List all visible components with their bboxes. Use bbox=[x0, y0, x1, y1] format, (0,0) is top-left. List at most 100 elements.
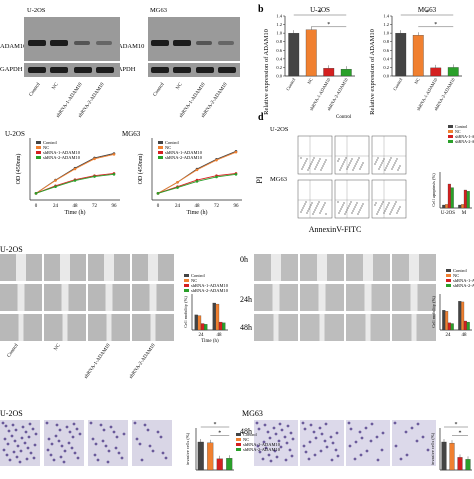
event-dot bbox=[398, 167, 400, 169]
stained-cell bbox=[107, 449, 111, 453]
wound-gap bbox=[16, 254, 26, 281]
event-dot bbox=[311, 202, 313, 204]
event-dot bbox=[385, 167, 387, 169]
stained-cell bbox=[55, 423, 59, 427]
event-dot bbox=[390, 157, 392, 159]
y-axis-label: Cell mobility (%) bbox=[183, 296, 188, 328]
chart-title: U-2OS bbox=[5, 130, 25, 138]
x-tick-label: 24 bbox=[53, 204, 59, 209]
event-dot bbox=[358, 157, 360, 159]
event-dot bbox=[362, 162, 364, 164]
data-point bbox=[234, 173, 238, 176]
stained-cell bbox=[1, 421, 5, 425]
event-dot bbox=[359, 168, 361, 170]
stained-cell bbox=[284, 458, 288, 462]
invasion-images bbox=[0, 420, 436, 466]
stained-cell bbox=[106, 460, 110, 464]
stained-cell bbox=[426, 448, 430, 452]
event-dot bbox=[353, 167, 355, 169]
series-line-shRNA-2-ADAM10 bbox=[157, 173, 237, 194]
data-point bbox=[195, 168, 199, 172]
invasion-image bbox=[300, 420, 344, 466]
x-tick-label: 48 bbox=[195, 204, 201, 209]
event-dot bbox=[348, 164, 350, 166]
stained-cell bbox=[325, 445, 329, 449]
stained-cell bbox=[415, 439, 419, 443]
wound-gap bbox=[318, 284, 326, 311]
bar-shRNA-2-ADAM10 bbox=[226, 458, 233, 471]
wound-gap bbox=[149, 284, 157, 311]
stained-cell bbox=[11, 423, 15, 427]
stained-cell bbox=[336, 454, 340, 458]
event-dot bbox=[343, 161, 345, 163]
x-tick-label: 48 bbox=[73, 204, 79, 209]
blot-row-label-adam10-mg63: ADAM10 bbox=[118, 43, 144, 50]
data-point bbox=[93, 175, 96, 178]
wound-images: ControlNCshRNA-1-ADAM10shRNA-2-ADAM10Con… bbox=[0, 254, 474, 341]
event-dot bbox=[340, 167, 342, 169]
event-dot bbox=[309, 165, 311, 167]
stained-cell bbox=[70, 446, 74, 450]
legend-swatch bbox=[158, 146, 163, 149]
x-axis-label: Time (h) bbox=[65, 209, 86, 216]
stained-cell bbox=[117, 451, 121, 455]
legend-entry: Control bbox=[165, 140, 180, 145]
event-dot bbox=[386, 206, 388, 208]
stained-cell bbox=[353, 457, 357, 461]
sig-star: * bbox=[434, 22, 437, 28]
y-tick-label: 1.4 bbox=[383, 14, 389, 19]
bar-shRNA-2-ADAM10 bbox=[450, 187, 454, 209]
stained-cell bbox=[266, 430, 270, 434]
wound-gap bbox=[273, 314, 279, 341]
lane-label: NC bbox=[176, 82, 184, 91]
legend-entry: shRNA-2-ADAM10 bbox=[165, 155, 203, 160]
data-point bbox=[176, 180, 179, 184]
event-dot bbox=[385, 208, 387, 210]
event-dot bbox=[324, 202, 326, 204]
stained-cell bbox=[93, 453, 97, 457]
stained-cell bbox=[304, 450, 308, 454]
event-dot bbox=[382, 201, 384, 203]
stained-cell bbox=[330, 458, 334, 462]
lane-label: NC bbox=[52, 82, 60, 91]
event-dot bbox=[374, 204, 376, 206]
y-tick-label: 1.0 bbox=[383, 31, 389, 36]
band bbox=[196, 41, 212, 45]
stained-cell bbox=[71, 435, 75, 439]
event-dot bbox=[316, 164, 318, 166]
stained-cell bbox=[78, 432, 82, 436]
stained-cell bbox=[275, 455, 279, 459]
blot-lane-labels: Control NC shRNA-1-ADAM10 shRNA-2-ADAM10… bbox=[29, 82, 229, 119]
stained-cell bbox=[72, 422, 76, 426]
legend-swatch bbox=[236, 438, 241, 441]
f-label-mg63: MG63 bbox=[242, 409, 263, 418]
event-dot bbox=[311, 161, 313, 163]
event-dot bbox=[337, 201, 339, 203]
event-dot bbox=[338, 158, 340, 160]
stained-cell bbox=[63, 449, 67, 453]
bar-shRNA-2-ADAM10 bbox=[466, 321, 470, 331]
bar-shRNA-1-ADAM10 bbox=[218, 321, 223, 331]
e-chart-u2os: 24 48 Cell mobility (%) Time (h) bbox=[183, 294, 228, 344]
invasion-image bbox=[392, 420, 436, 466]
legend-swatch bbox=[446, 284, 451, 287]
e-time-48h: 48h bbox=[240, 323, 252, 332]
panel-e: U-2OS 0h 24h 48h ControlNCshRNA-1-ADAM10… bbox=[0, 245, 474, 380]
event-dot bbox=[381, 203, 383, 205]
stained-cell bbox=[307, 457, 311, 461]
event-dot bbox=[307, 210, 309, 212]
invasion-image bbox=[254, 420, 298, 466]
event-dot bbox=[344, 159, 346, 161]
stained-cell bbox=[370, 422, 374, 426]
bar-shRNA-1-ADAM10 bbox=[200, 323, 205, 331]
event-dot bbox=[342, 204, 344, 206]
bar-Control bbox=[395, 32, 407, 77]
stained-cell bbox=[369, 439, 373, 443]
legend-swatch bbox=[184, 274, 189, 277]
legend-entry: NC bbox=[243, 437, 249, 442]
event-dot bbox=[356, 161, 358, 163]
event-dot bbox=[379, 166, 381, 168]
series-line-shRNA-2-ADAM10 bbox=[35, 173, 115, 194]
category-label: Control bbox=[392, 76, 404, 91]
